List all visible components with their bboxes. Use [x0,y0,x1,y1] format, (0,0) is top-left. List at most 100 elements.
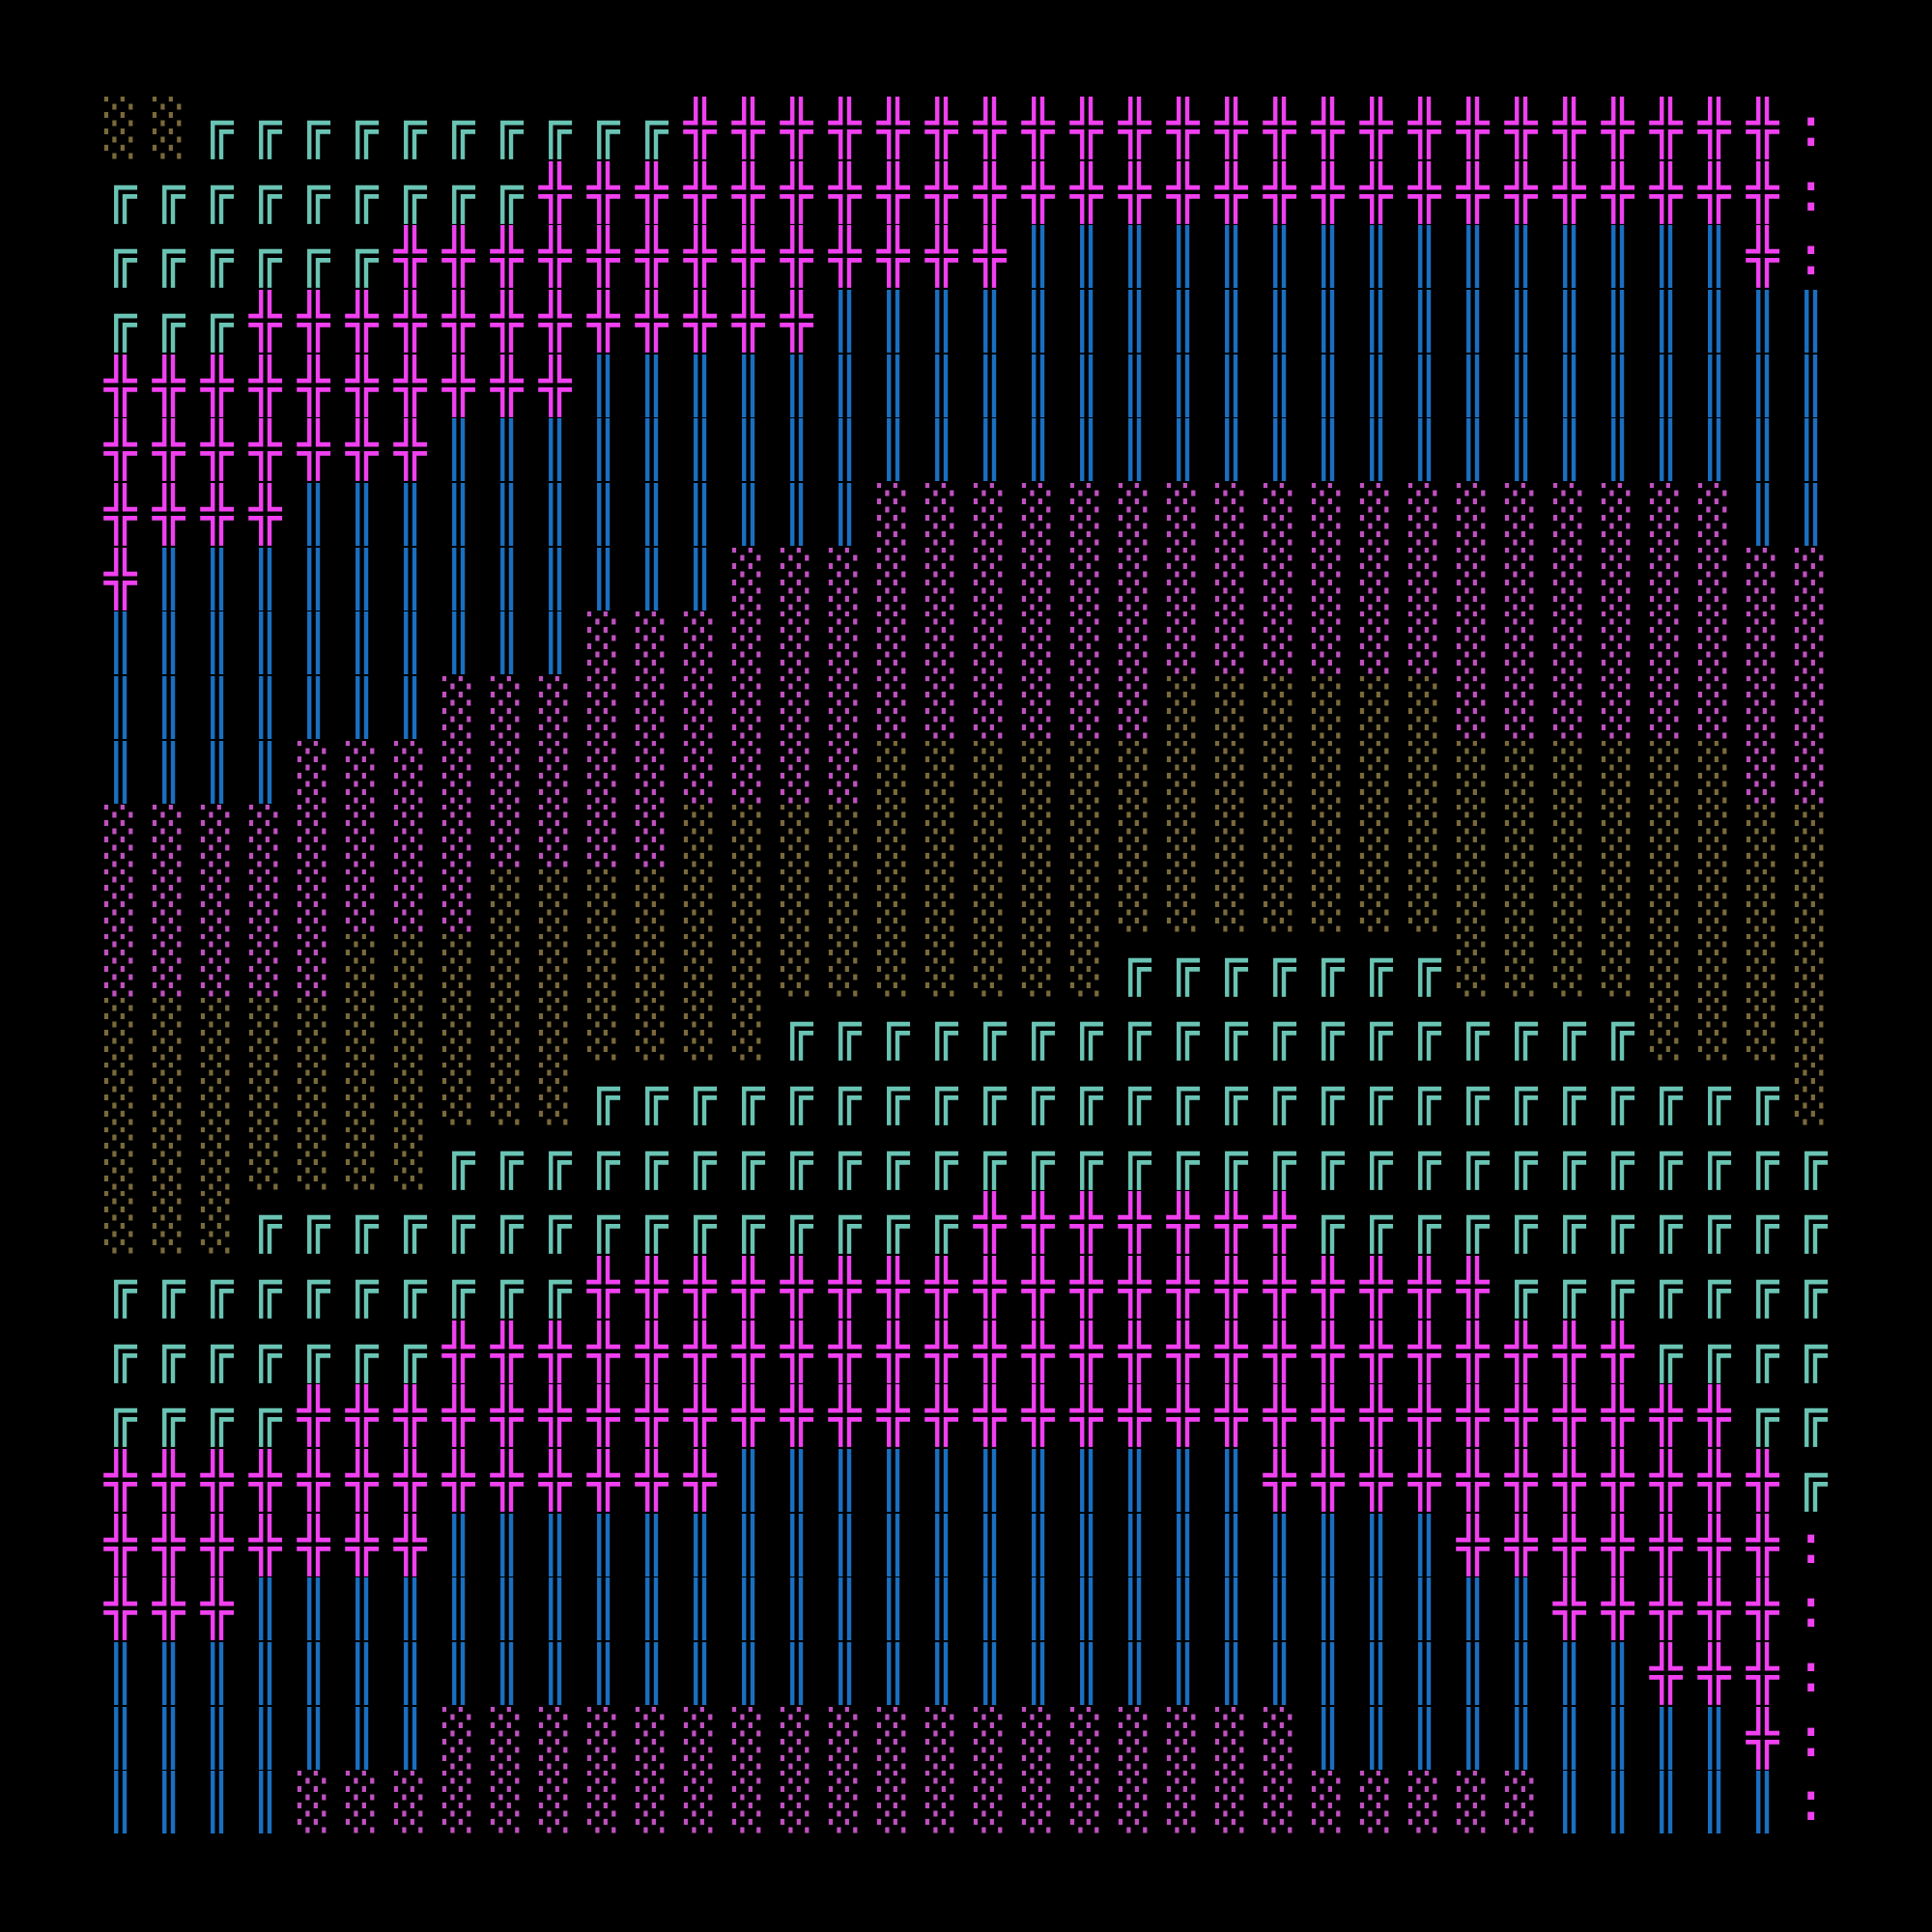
magenta-cross-glyph: ╬ [1552,1449,1586,1512]
blue-bar-glyph: ║ [248,676,282,739]
magenta-dots-glyph: ░ [345,740,379,804]
magenta-dots-glyph: ░ [1069,547,1103,611]
magenta-dots-glyph: ░ [1504,676,1538,739]
teal-box-glyph: ╔ [1504,1191,1538,1255]
teal-box-glyph: ╔ [1649,1320,1683,1383]
blue-bar-glyph: ║ [1359,1642,1393,1705]
magenta-cross-glyph: ╬ [1359,1320,1393,1383]
blue-bar-glyph: ║ [973,1577,1007,1641]
teal-box-glyph: ╔ [1552,1191,1586,1255]
magenta-dots-glyph: ░ [1504,1771,1538,1834]
khaki-dots-glyph: ░ [1407,869,1441,932]
blue-bar-glyph: ║ [1359,1706,1393,1770]
magenta-cross-glyph: ╬ [1407,97,1441,159]
magenta-cross-glyph: ╬ [973,1256,1007,1319]
teal-box-glyph: ╔ [1263,1126,1296,1190]
magenta-cross-glyph: ╬ [1214,1320,1248,1383]
blue-bar-glyph: ║ [393,483,427,546]
teal-box-glyph: ╔ [1118,933,1151,997]
magenta-dots-glyph: ░ [876,611,910,675]
teal-box-glyph: ╔ [635,1063,668,1125]
magenta-dots-glyph: ░ [1021,1706,1055,1770]
khaki-dots-glyph: ░ [248,1063,282,1125]
blue-bar-glyph: ║ [1311,1513,1345,1577]
khaki-dots-glyph: ░ [1311,740,1345,804]
blue-bar-glyph: ║ [152,1706,185,1770]
blue-bar-glyph: ║ [924,418,958,482]
magenta-cross-glyph: ╬ [635,160,668,224]
teal-box-glyph: ╔ [248,1191,282,1255]
khaki-dots-glyph: ░ [1649,998,1683,1062]
blue-bar-glyph: ║ [345,1706,379,1770]
magenta-dots-glyph: ░ [973,611,1007,675]
magenta-dots-glyph: ░ [683,1771,717,1834]
magenta-cross-glyph: ╬ [683,290,717,353]
magenta-cross-glyph: ╬ [1746,1513,1779,1577]
magenta-dots-glyph: ░ [1552,483,1586,546]
khaki-dots-glyph: ░ [973,805,1007,868]
teal-box-glyph: ╔ [780,998,813,1062]
khaki-dots-glyph: ░ [103,1126,137,1190]
blue-bar-glyph: ║ [393,676,427,739]
teal-box-glyph: ╔ [828,1191,862,1255]
khaki-dots-glyph: ░ [1456,869,1490,932]
magenta-cross-glyph: ╬ [103,418,137,482]
magenta-cross-glyph: ╬ [924,1384,958,1448]
khaki-dots-glyph: ░ [1166,740,1200,804]
blue-bar-glyph: ║ [1311,354,1345,417]
khaki-dots-glyph: ░ [1456,933,1490,997]
blue-bar-glyph: ║ [345,547,379,611]
blue-bar-glyph: ║ [683,1577,717,1641]
blue-bar-glyph: ║ [924,354,958,417]
teal-box-glyph: ╔ [103,160,137,224]
khaki-dots-glyph: ░ [876,805,910,868]
teal-box-glyph: ╔ [1407,1063,1441,1125]
teal-box-glyph: ╔ [1118,1126,1151,1190]
magenta-cross-glyph: ╬ [297,1384,330,1448]
blue-bar-glyph: ║ [1456,1642,1490,1705]
magenta-cross-glyph: ╬ [1649,1577,1683,1641]
magenta-cross-glyph: ╬ [1021,1320,1055,1383]
blue-bar-glyph: ║ [538,483,572,546]
magenta-cross-glyph: ╬ [1456,1384,1490,1448]
blue-bar-glyph: ║ [876,354,910,417]
magenta-cross-glyph: ╬ [1118,160,1151,224]
khaki-dots-glyph: ░ [586,933,620,997]
blue-bar-glyph: ║ [1601,354,1634,417]
khaki-dots-glyph: ░ [1021,740,1055,804]
blue-bar-glyph: ║ [828,1642,862,1705]
khaki-dots-glyph: ░ [248,998,282,1062]
blue-bar-glyph: ║ [780,1577,813,1641]
magenta-cross-glyph: ╬ [393,354,427,417]
blue-bar-glyph: ║ [1504,225,1538,289]
blue-bar-glyph: ║ [924,1513,958,1577]
magenta-dots-glyph: ░ [1214,547,1248,611]
blue-bar-glyph: ║ [1746,483,1779,546]
magenta-cross-glyph: ╬ [780,1256,813,1319]
khaki-dots-glyph: ░ [297,1126,330,1190]
blue-bar-glyph: ║ [441,1642,475,1705]
teal-box-glyph: ╔ [1649,1126,1683,1190]
teal-box-glyph: ╔ [1746,1063,1779,1125]
teal-box-glyph: ╔ [1456,1126,1490,1190]
magenta-dots-glyph: ░ [1746,547,1779,611]
magenta-dots-glyph: ░ [731,611,765,675]
magenta-cross-glyph: ╬ [828,97,862,159]
art-row: ╬ ╬ ╬ ║ ║ ║ ║ ║ ║ ║ ║ ║ ║ ║ ║ ║ ║ ║ ║ ║ ║ ║ ║ ║ ║ ║ ║ ║ ║ ║ ╬ ╬ ╬ ╬ ╬: [97,1577,1835,1642]
teal-box-glyph: ╔ [1021,1126,1055,1190]
magenta-dots-glyph: ░ [635,740,668,804]
magenta-dots-glyph: ░ [1407,1771,1441,1834]
magenta-dots-glyph: ░ [490,1706,524,1770]
blue-bar-glyph: ║ [538,1513,572,1577]
magenta-cross-glyph: ╬ [345,290,379,353]
teal-box-glyph: ╔ [1118,998,1151,1062]
magenta-dots-glyph: ░ [393,869,427,932]
khaki-dots-glyph: ░ [973,869,1007,932]
teal-box-glyph: ╔ [345,97,379,159]
khaki-dots-glyph: ░ [1069,869,1103,932]
teal-box-glyph: ╔ [490,1256,524,1319]
magenta-dots-glyph: ░ [973,676,1007,739]
art-row: ╔ ╔ ╔ ╔ ╬ ╬ ╬ ╬ ╬ ╬ ╬ ╬ ╬ ╬ ╬ ╬ ╬ ╬ ╬ ╬ ╬ ╬ ╬ ╬ ╬ ╬ ╬ ╬ ╬ ╬ ╬ ╬ ╬ ╬ ╔ ╔ [97,1384,1835,1449]
blue-bar-glyph: ║ [924,1449,958,1512]
teal-box-glyph: ╔ [1697,1256,1731,1319]
